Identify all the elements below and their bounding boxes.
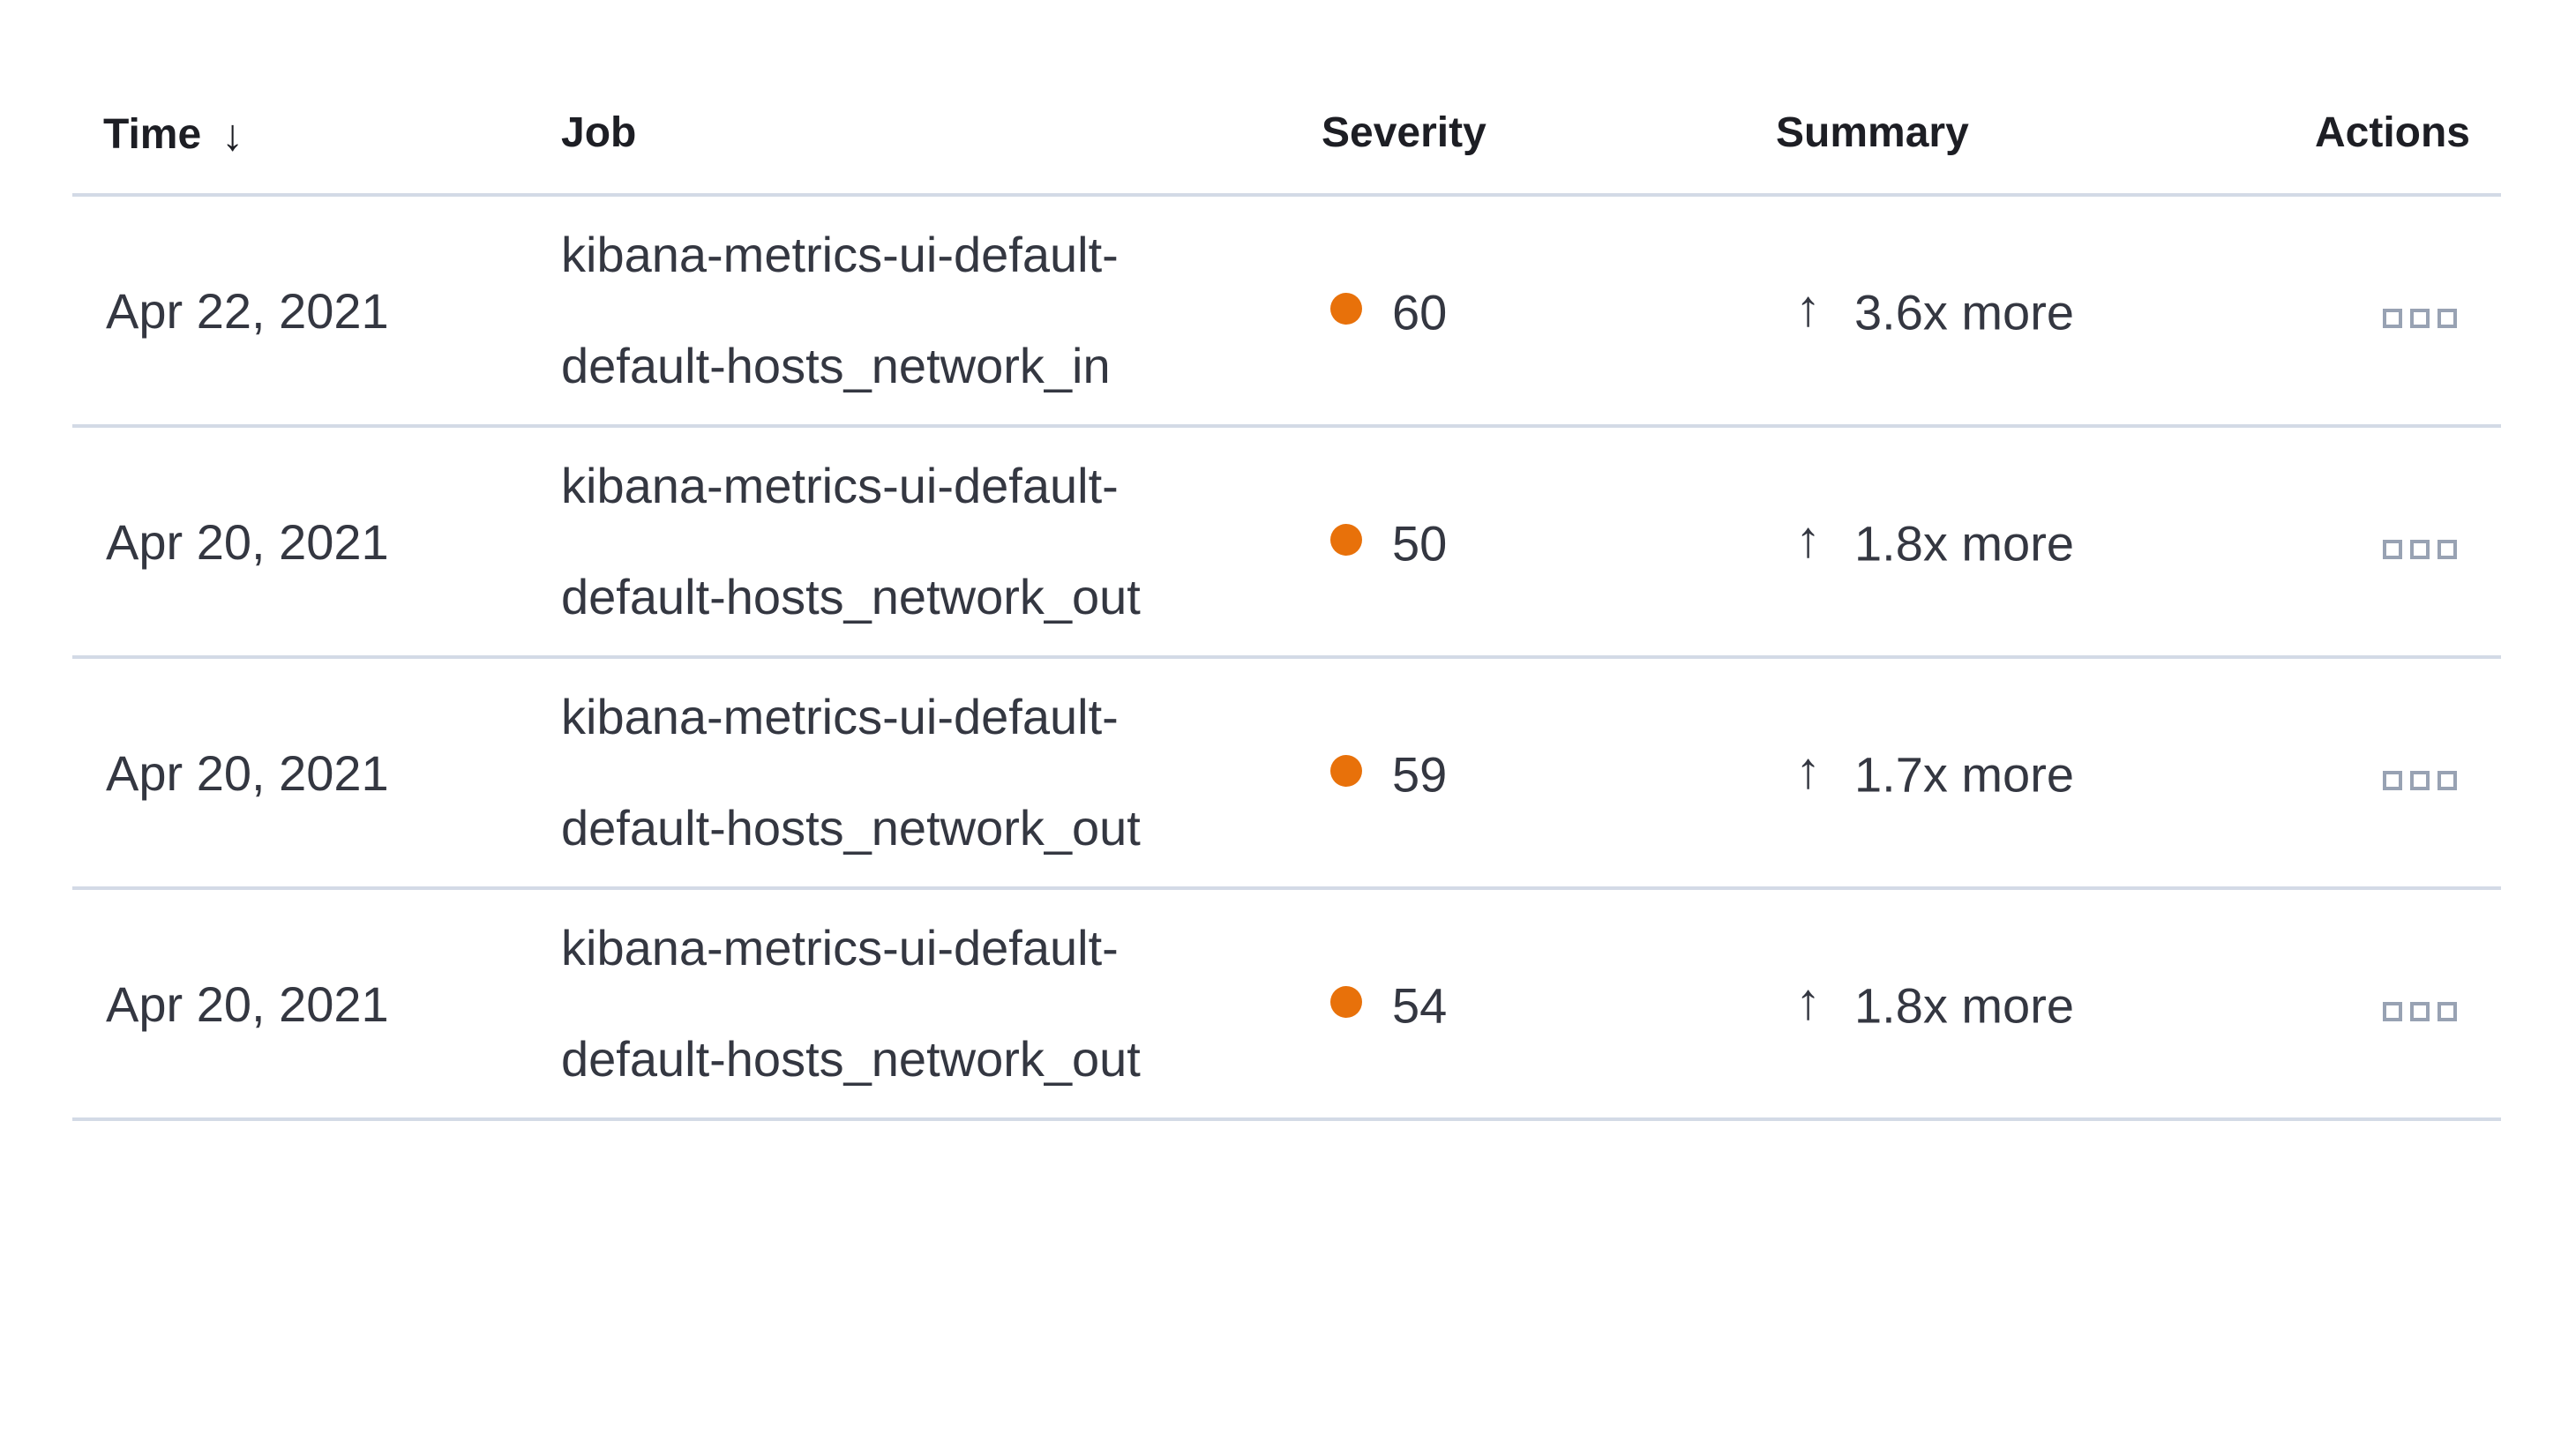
job-name-line: default-hosts_network_out <box>561 1031 1141 1087</box>
column-header-severity[interactable]: Severity <box>1297 72 1756 197</box>
row-actions-button[interactable] <box>2383 308 2457 328</box>
job-name-line: default-hosts_network_out <box>561 800 1141 856</box>
anomaly-row: Apr 20, 2021 kibana-metrics-ui-default- … <box>72 657 2501 890</box>
column-header-job[interactable]: Job <box>529 72 1297 197</box>
time-cell: Apr 20, 2021 <box>72 888 529 1121</box>
job-name-line: kibana-metrics-ui-default- <box>561 689 1119 744</box>
boxes-horizontal-icon <box>2383 1001 2457 1021</box>
actions-cell <box>2294 426 2501 659</box>
anomaly-row: Apr 20, 2021 kibana-metrics-ui-default- … <box>72 888 2501 1121</box>
boxes-horizontal-icon <box>2383 770 2457 790</box>
column-header-job-label: Job <box>561 109 637 156</box>
severity-dot-icon <box>1330 986 1362 1019</box>
job-name-line: kibana-metrics-ui-default- <box>561 920 1119 975</box>
severity-dot-icon <box>1330 524 1362 557</box>
anomaly-row: Apr 20, 2021 kibana-metrics-ui-default- … <box>72 426 2501 659</box>
column-header-summary[interactable]: Summary <box>1756 72 2294 197</box>
severity-cell: 54 <box>1297 888 1756 1121</box>
trend-up-arrow-icon: ↑ <box>1795 280 1821 338</box>
severity-cell: 60 <box>1297 195 1756 428</box>
sort-descending-icon: ↓ <box>221 109 244 160</box>
job-name-line: default-hosts_network_out <box>561 569 1141 624</box>
row-actions-button[interactable] <box>2383 770 2457 790</box>
row-actions-button[interactable] <box>2383 1001 2457 1021</box>
severity-value: 50 <box>1392 515 1448 572</box>
severity-dot-icon <box>1330 755 1362 788</box>
time-cell: Apr 22, 2021 <box>72 195 529 428</box>
severity-cell: 59 <box>1297 657 1756 890</box>
trend-up-arrow-icon: ↑ <box>1795 511 1821 569</box>
summary-cell: ↑ 3.6x more <box>1756 195 2294 428</box>
column-header-actions: Actions <box>2294 72 2501 197</box>
column-header-severity-label: Severity <box>1322 109 1486 156</box>
summary-text: 1.8x more <box>1854 515 2074 572</box>
job-name-line: kibana-metrics-ui-default- <box>561 227 1119 282</box>
boxes-horizontal-icon <box>2383 308 2457 328</box>
job-cell: kibana-metrics-ui-default- default-hosts… <box>529 657 1297 890</box>
boxes-horizontal-icon <box>2383 539 2457 559</box>
column-header-time[interactable]: Time ↓ <box>72 72 529 197</box>
severity-cell: 50 <box>1297 426 1756 659</box>
actions-cell <box>2294 888 2501 1121</box>
job-name-line: default-hosts_network_in <box>561 338 1111 393</box>
severity-value: 60 <box>1392 284 1448 340</box>
table-header-row: Time ↓ Job Severity Summary Actions <box>72 72 2501 197</box>
job-cell: kibana-metrics-ui-default- default-hosts… <box>529 888 1297 1121</box>
anomalies-table-container: Time ↓ Job Severity Summary Actions Apr 2… <box>72 72 2501 1121</box>
column-header-summary-label: Summary <box>1776 109 1969 156</box>
severity-value: 59 <box>1392 746 1448 803</box>
row-actions-button[interactable] <box>2383 539 2457 559</box>
summary-cell: ↑ 1.8x more <box>1756 888 2294 1121</box>
job-cell: kibana-metrics-ui-default- default-hosts… <box>529 195 1297 428</box>
column-header-actions-label: Actions <box>2314 109 2470 156</box>
summary-text: 1.7x more <box>1854 746 2074 803</box>
column-header-time-label: Time <box>103 110 202 158</box>
severity-value: 54 <box>1392 977 1448 1034</box>
anomaly-row: Apr 22, 2021 kibana-metrics-ui-default- … <box>72 195 2501 428</box>
summary-cell: ↑ 1.8x more <box>1756 426 2294 659</box>
trend-up-arrow-icon: ↑ <box>1795 973 1821 1031</box>
summary-cell: ↑ 1.7x more <box>1756 657 2294 890</box>
severity-dot-icon <box>1330 293 1362 325</box>
actions-cell <box>2294 657 2501 890</box>
anomalies-table: Time ↓ Job Severity Summary Actions Apr 2… <box>72 72 2501 1121</box>
job-cell: kibana-metrics-ui-default- default-hosts… <box>529 426 1297 659</box>
job-name-line: kibana-metrics-ui-default- <box>561 458 1119 513</box>
time-cell: Apr 20, 2021 <box>72 426 529 659</box>
actions-cell <box>2294 195 2501 428</box>
summary-text: 1.8x more <box>1854 977 2074 1034</box>
trend-up-arrow-icon: ↑ <box>1795 742 1821 800</box>
time-cell: Apr 20, 2021 <box>72 657 529 890</box>
summary-text: 3.6x more <box>1854 284 2074 340</box>
